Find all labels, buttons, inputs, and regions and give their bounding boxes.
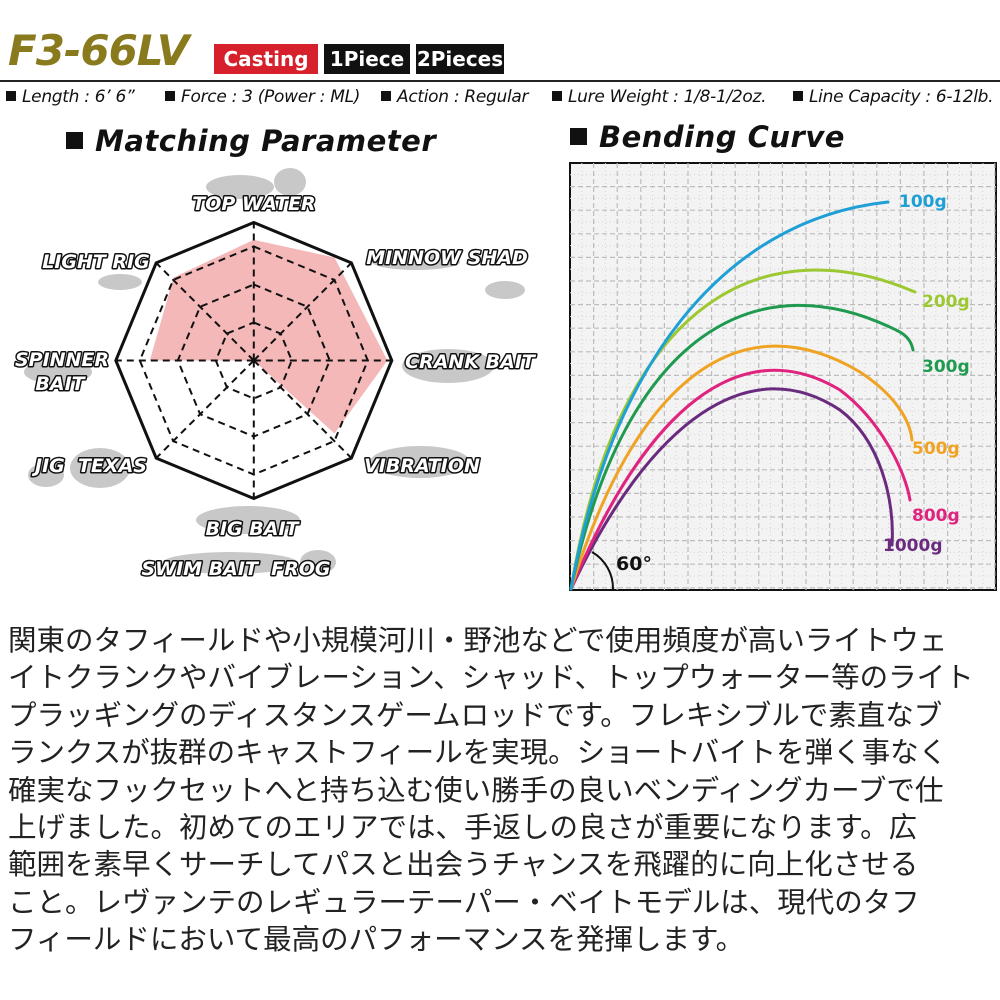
angle-label: 60° <box>616 553 652 575</box>
matching-parameter-heading: Matching Parameter <box>66 124 436 158</box>
vibration-label: VIBRATION <box>364 455 480 477</box>
light-rig-lure-icon <box>98 274 142 290</box>
spec-action: Action : Regular <box>381 87 529 107</box>
description-line: ランクスが抜群のキャストフィールを実現。ショートバイトを弾く事なく <box>8 736 948 770</box>
header-rule <box>0 80 1000 82</box>
angle-arc <box>591 551 615 590</box>
description-line: フィールドにおいて最高のパフォーマンスを発揮します。 <box>8 923 745 957</box>
product-description: 関東のタフィールドや小規模河川・野池などで使用頻度が高いライトウェ イトクランク… <box>8 622 998 959</box>
description-line: 範囲を素早くサーチしてパスと出会うチャンスを飛躍的に向上化させる <box>8 848 919 882</box>
spec-lure-weight: Lure Weight : 1/8-1/2oz. <box>552 87 767 107</box>
description-line: 確実なフックセットへと持ち込む使い勝手の良いベンディングカーブで仕 <box>8 773 944 807</box>
label-200g: 200g <box>922 292 970 312</box>
spec-length: Length : 6’ 6” <box>6 87 135 107</box>
one-piece-badge: 1Piece <box>324 44 410 74</box>
bending-curves <box>569 200 917 591</box>
description-line: 関東のタフィールドや小規模河川・野池などで使用頻度が高いライトウェ <box>8 624 948 657</box>
curve-100g <box>569 200 890 591</box>
frog-lure-icon <box>274 168 306 196</box>
curve-500g <box>569 344 914 591</box>
curve-300g <box>569 303 915 591</box>
casting-badge: Casting <box>214 44 318 74</box>
matching-parameter-radar: TOP WATER MINNOW SHAD CRANK BAIT VIBRATI… <box>13 168 538 582</box>
swim-bait-frog-label: SWIM BAIT FROG <box>141 558 330 580</box>
top-water-label: TOP WATER <box>192 193 315 215</box>
bending-curve-heading: Bending Curve <box>570 120 845 154</box>
radar-grid <box>115 222 392 499</box>
vibration-lure-icon <box>370 446 470 478</box>
label-100g: 100g <box>899 192 947 212</box>
description-line: 上げました。初めてのエリアでは、手返しの良さが重要になります。広 <box>8 810 918 844</box>
label-1000g: 1000g <box>883 536 942 556</box>
radar-outline <box>114 220 394 501</box>
bending-curve-chart: 60° 100g 200g 300g 500g 800g 1000g <box>569 162 997 591</box>
chart-grid <box>570 163 996 590</box>
spec-bar: Length : 6’ 6” Force : 3 (Power : ML) Ac… <box>0 84 1000 112</box>
spinner-bait-label: BAIT <box>35 373 86 395</box>
model-title: F3-66LV <box>8 26 189 75</box>
shad-lure-icon <box>485 281 525 299</box>
description-line: プラッギングのディスタンスゲームロッドです。フレキシブルで素直なブ <box>8 698 943 732</box>
crank-bait-lure-icon <box>402 349 494 383</box>
curve-labels: 100g 200g 300g 500g 800g 1000g <box>883 192 970 556</box>
top-water-lure-icon <box>206 175 274 199</box>
label-300g: 300g <box>922 357 970 377</box>
radar-fill-area <box>149 239 388 434</box>
radar-labels: TOP WATER MINNOW SHAD CRANK BAIT VIBRATI… <box>13 192 538 582</box>
jig-texas-label: JIG TEXAS <box>31 455 147 477</box>
jig-lure-icon <box>70 448 130 488</box>
two-pieces-badge: 2Pieces <box>416 44 504 74</box>
big-bait-lure-icon <box>196 506 300 534</box>
spinner-label: SPINNER <box>15 349 109 371</box>
texas-rig-lure-icon <box>28 463 64 487</box>
frog-lure-icon <box>300 550 336 574</box>
big-bait-label: BIG BAIT <box>206 518 301 540</box>
spec-force: Force : 3 (Power : ML) <box>165 87 360 107</box>
curve-1000g <box>569 387 894 591</box>
description-line: イトクランクやバイブレーション、シャッド、トップウォーター等のライト <box>8 661 974 695</box>
minnow-lure-icon <box>372 254 460 270</box>
label-800g: 800g <box>912 506 960 526</box>
swim-bait-lure-icon <box>162 552 298 574</box>
lure-silhouettes <box>24 168 525 574</box>
label-500g: 500g <box>912 439 960 459</box>
spec-line-capacity: Line Capacity : 6-12lb. <box>793 87 994 107</box>
curve-800g <box>569 368 912 591</box>
light-rig-label: LIGHT RIG <box>42 251 150 273</box>
spinner-bait-lure-icon <box>24 360 92 384</box>
minnow-shad-label: MINNOW SHAD <box>366 247 528 269</box>
description-line: こと。レヴァンテのレギュラーテーパー・ベイトモデルは、現代のタフ <box>8 885 920 919</box>
crank-bait-label: CRANK BAIT <box>405 351 537 373</box>
